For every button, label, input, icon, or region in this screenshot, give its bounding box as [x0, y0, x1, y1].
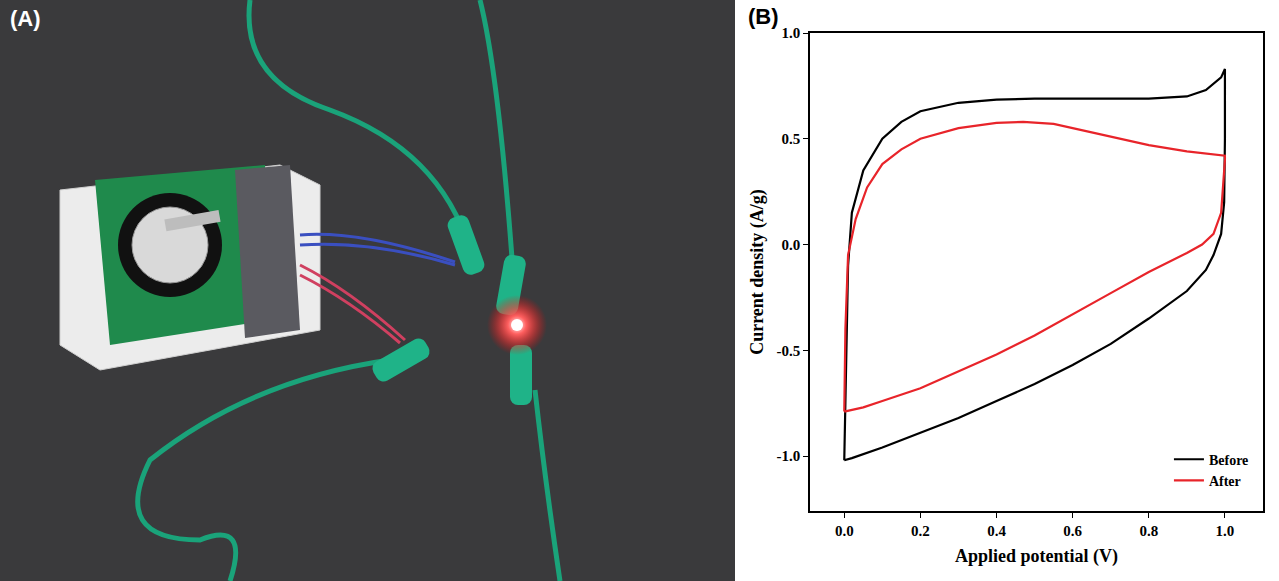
- svg-text:1.0: 1.0: [782, 25, 801, 41]
- svg-text:-0.5: -0.5: [777, 343, 801, 359]
- svg-text:1.0: 1.0: [1216, 523, 1235, 539]
- svg-text:-1.0: -1.0: [777, 448, 801, 464]
- svg-text:0.8: 0.8: [1139, 523, 1158, 539]
- svg-text:0.5: 0.5: [782, 131, 801, 147]
- svg-text:0.2: 0.2: [911, 523, 930, 539]
- html-text:(B): (B): [748, 4, 779, 29]
- svg-text:Current density (A/g): Current density (A/g): [747, 189, 768, 355]
- svg-text:0.4: 0.4: [987, 523, 1006, 539]
- html-text:(A): (A): [10, 6, 41, 31]
- svg-text:0.0: 0.0: [835, 523, 854, 539]
- svg-text:Applied potential (V): Applied potential (V): [955, 546, 1118, 567]
- svg-text:0.0: 0.0: [782, 237, 801, 253]
- svg-text:0.6: 0.6: [1063, 523, 1082, 539]
- svg-text:After: After: [1209, 474, 1241, 489]
- svg-text:Before: Before: [1209, 453, 1248, 468]
